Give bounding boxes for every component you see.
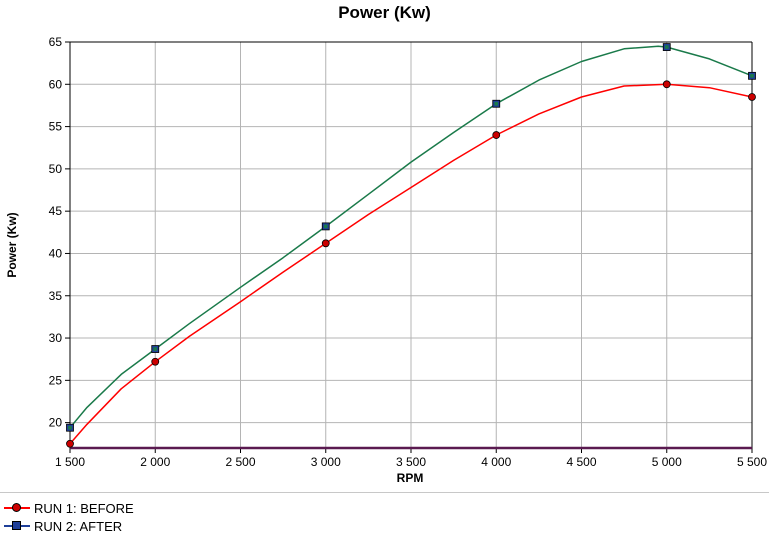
legend-marker-circle-icon <box>4 502 30 514</box>
data-point-run2-inner <box>664 45 669 49</box>
data-point-run2-inner <box>68 425 72 430</box>
x-axis-label: RPM <box>397 471 424 485</box>
y-tick-label: 30 <box>49 331 63 345</box>
legend-label-run2: RUN 2: AFTER <box>34 518 123 534</box>
y-tick-label: 65 <box>49 35 63 49</box>
data-point-run1 <box>66 439 74 448</box>
x-tick-label: 2 000 <box>140 455 170 469</box>
legend: RUN 1: BEFORE RUN 2: AFTER <box>0 492 769 536</box>
x-tick-label: 5 000 <box>652 455 682 469</box>
y-tick-label: 55 <box>49 120 63 134</box>
x-tick-label: 3 000 <box>311 455 341 469</box>
y-tick-label: 20 <box>49 416 63 430</box>
data-point-run1 <box>492 131 501 139</box>
x-tick-label: 4 000 <box>481 455 511 469</box>
power-chart: 1 500 2 000 2 500 3 000 3 500 4 000 4 500 5 000… <box>5 35 768 485</box>
data-point-run1 <box>748 93 756 101</box>
grid-lines <box>70 42 752 448</box>
legend-marker-square-icon <box>4 520 30 532</box>
axes <box>65 41 753 453</box>
legend-label-run1: RUN 1: BEFORE <box>34 500 134 516</box>
data-point-run2-inner <box>750 74 754 78</box>
y-tick-label: 50 <box>49 162 63 176</box>
series-line-1 <box>69 83 753 445</box>
y-tick-label: 60 <box>49 77 63 91</box>
y-tick-label: 45 <box>49 204 63 218</box>
x-tick-label: 1 500 <box>55 455 85 469</box>
y-tick-label: 25 <box>49 373 63 387</box>
data-point-run2-inner <box>153 347 158 351</box>
data-point-run1 <box>662 80 671 89</box>
data-point-run2-inner <box>323 224 328 229</box>
data-point-run1 <box>151 357 160 366</box>
x-tick-label: 2 500 <box>225 455 255 469</box>
y-tick-label: 40 <box>49 246 63 260</box>
y-tick-label: 35 <box>49 289 63 303</box>
legend-item-run2[interactable]: RUN 2: AFTER <box>4 517 122 535</box>
chart-title: Power (Kw) <box>338 3 431 22</box>
x-tick-label: 3 500 <box>396 455 426 469</box>
data-point-run1 <box>321 239 330 248</box>
series-markers <box>66 43 756 448</box>
data-point-run2-inner <box>494 101 499 106</box>
tick-labels: 1 500 2 000 2 500 3 000 3 500 4 000 4 500 5 000… <box>49 35 768 469</box>
y-axis-label: Power (Kw) <box>5 212 19 277</box>
x-tick-label: 4 500 <box>566 455 596 469</box>
x-tick-label: 5 500 <box>737 455 767 469</box>
legend-item-run1[interactable]: RUN 1: BEFORE <box>4 499 134 517</box>
